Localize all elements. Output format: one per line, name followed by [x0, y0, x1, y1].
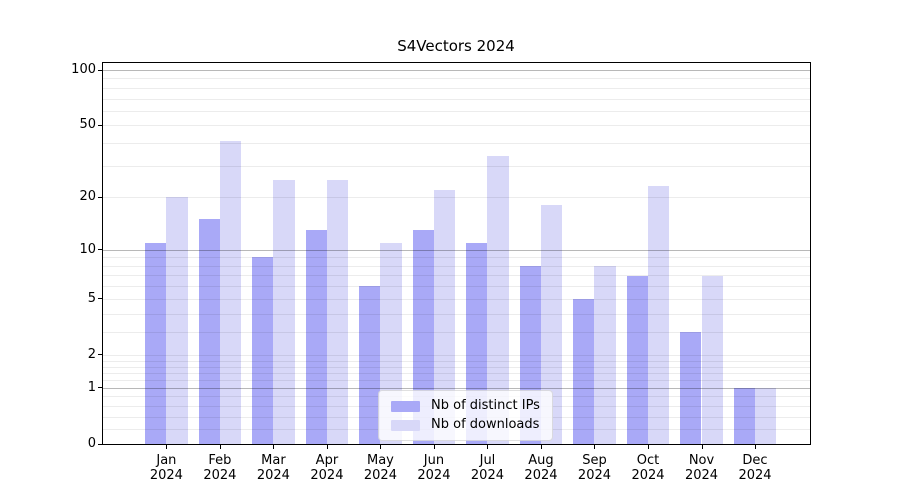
y-tick-label: 100	[71, 62, 96, 77]
x-tick-label: Mar 2024	[256, 453, 290, 483]
x-tick-label: Jan 2024	[149, 453, 183, 483]
gridline-minor	[103, 298, 810, 300]
gridline-major	[103, 387, 810, 389]
x-tick-label: Sep 2024	[577, 453, 612, 483]
x-tick-label: Aug 2024	[524, 453, 558, 483]
x-tick-label: Feb 2024	[203, 453, 237, 483]
y-tick-mark	[98, 124, 103, 126]
gridline-minor	[103, 98, 810, 100]
x-tick-mark	[487, 445, 489, 449]
x-tick-mark	[219, 445, 221, 449]
gridline-minor	[103, 354, 810, 356]
x-tick-label: Jun 2024	[417, 453, 451, 483]
bar-distinct-ips-sep	[573, 298, 595, 444]
bar-downloads-oct	[647, 186, 670, 444]
legend: Nb of distinct IPs Nb of downloads	[378, 390, 553, 441]
bar-downloads-dec	[755, 387, 777, 444]
x-tick-label: Jul 2024	[470, 453, 504, 483]
gridline-minor	[103, 125, 810, 127]
x-tick-label: Dec 2024	[738, 453, 772, 483]
bar-distinct-ips-oct	[626, 275, 648, 444]
gridline-minor	[103, 257, 810, 259]
bar-distinct-ips-mar	[252, 257, 274, 444]
bar-downloads-feb	[219, 141, 242, 444]
x-tick-label: Nov 2024	[684, 453, 719, 483]
gridline-minor	[103, 275, 810, 277]
x-tick-mark	[647, 445, 649, 449]
x-tick-label: Apr 2024	[310, 453, 344, 483]
y-tick-mark	[98, 354, 103, 356]
gridline-minor	[103, 313, 810, 315]
bar-downloads-nov	[701, 275, 723, 444]
x-tick-label: Oct 2024	[631, 453, 665, 483]
bar-downloads-apr	[326, 179, 349, 444]
gridline-minor	[103, 331, 810, 333]
x-tick-mark	[701, 445, 703, 449]
x-tick-mark	[594, 445, 596, 449]
gridline-minor	[103, 360, 810, 362]
x-tick-mark	[540, 445, 542, 449]
y-tick-mark	[98, 298, 103, 300]
gridline-major	[103, 70, 810, 71]
bar-downloads-jun	[433, 189, 456, 444]
y-tick-label: 2	[87, 346, 96, 362]
gridline-minor	[103, 197, 810, 199]
y-tick-mark	[98, 249, 103, 251]
bar-distinct-ips-nov	[680, 331, 702, 444]
y-tick-mark	[98, 443, 103, 445]
x-tick-mark	[166, 445, 168, 449]
bar-downloads-jan	[166, 197, 188, 444]
bar-distinct-ips-feb	[198, 219, 220, 444]
bar-distinct-ips-apr	[305, 230, 327, 444]
y-tick-mark	[98, 387, 103, 389]
gridline-minor	[103, 78, 810, 80]
y-tick-label: 1	[87, 379, 96, 395]
legend-item-downloads: Nb of downloads	[391, 417, 540, 433]
x-tick-mark	[755, 445, 756, 449]
gridline-minor	[103, 110, 810, 112]
y-tick-label: 0	[87, 436, 96, 451]
bar-distinct-ips-dec	[733, 387, 755, 444]
legend-label-downloads: Nb of downloads	[431, 417, 540, 432]
x-tick-mark	[326, 445, 328, 449]
x-tick-mark	[273, 445, 275, 449]
legend-item-distinct-ips: Nb of distinct IPs	[391, 398, 540, 414]
plot-area: Nb of distinct IPs Nb of downloads	[102, 62, 811, 445]
gridline-minor	[103, 265, 810, 267]
bar-downloads-aug	[540, 205, 563, 444]
gridline-minor	[103, 286, 810, 288]
legend-label-distinct-ips: Nb of distinct IPs	[431, 398, 540, 413]
gridline-minor	[103, 87, 810, 89]
y-tick-label: 50	[79, 117, 96, 133]
chart-title: S4Vectors 2024	[397, 37, 515, 55]
gridline-minor	[103, 165, 810, 167]
y-tick-label: 5	[87, 290, 96, 306]
x-tick-mark	[433, 445, 435, 449]
bar-downloads-jul	[487, 155, 509, 444]
gridline-minor	[103, 373, 810, 375]
bar-distinct-ips-may	[359, 286, 381, 444]
x-tick-label: May 2024	[363, 453, 397, 483]
y-tick-mark	[98, 196, 103, 198]
gridline-minor	[103, 143, 810, 145]
y-tick-mark	[98, 69, 103, 71]
bar-downloads-sep	[594, 265, 616, 444]
gridline-minor	[103, 380, 810, 382]
bar-distinct-ips-jan	[145, 242, 167, 444]
y-tick-label: 10	[79, 241, 96, 257]
x-tick-mark	[380, 445, 382, 449]
legend-swatch-distinct-ips-icon	[391, 400, 420, 412]
bar-downloads-mar	[273, 179, 295, 444]
y-tick-label: 20	[79, 189, 96, 205]
legend-swatch-downloads-icon	[391, 419, 420, 431]
gridline-minor	[103, 366, 810, 368]
gridline-major	[103, 249, 810, 251]
